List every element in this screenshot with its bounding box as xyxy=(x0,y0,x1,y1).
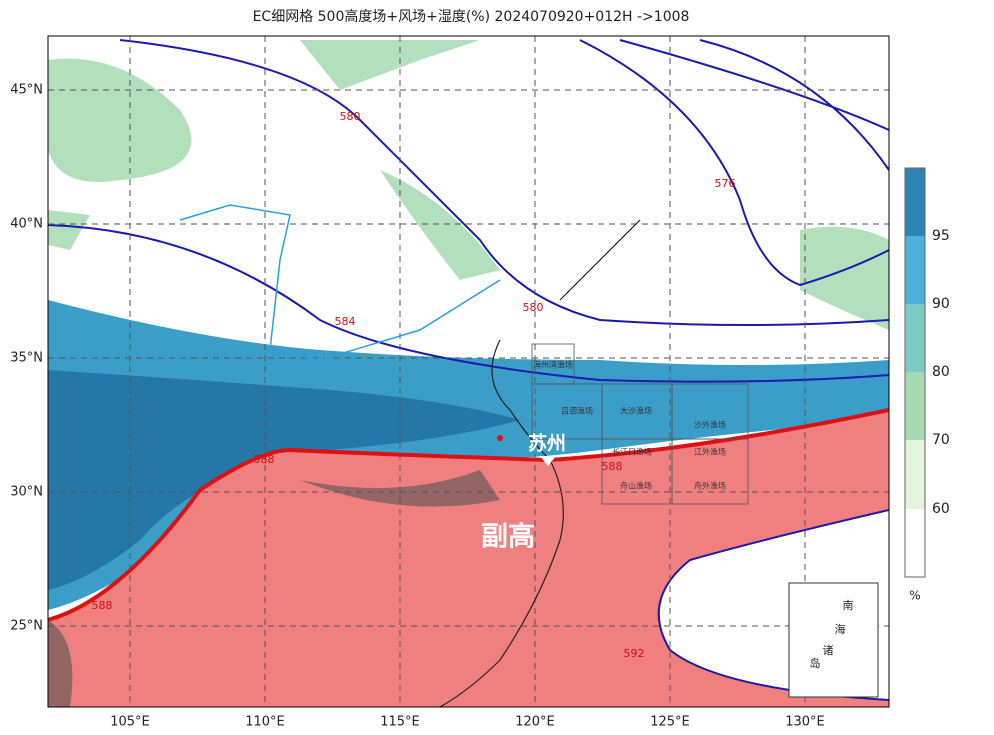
colorbar-segment xyxy=(905,440,925,509)
contour-label: 588 xyxy=(602,460,623,473)
coastline xyxy=(439,219,641,707)
lon-label: 110°E xyxy=(245,715,285,730)
humidity-core xyxy=(48,370,520,590)
map-plot: 580 576 584 580 588 588 588 592 海州湾渔场 吕泗… xyxy=(48,36,889,707)
colorbar-label: 90 xyxy=(932,296,950,312)
map-title: EC细网格 500高度场+风场+湿度(%) 2024070920+012H ->… xyxy=(253,8,690,25)
fishing-label: 长江口渔场 xyxy=(612,447,652,457)
inset-label: 岛 xyxy=(810,656,821,670)
fishing-label: 舟外渔场 xyxy=(694,481,726,491)
colorbar-segment xyxy=(905,236,925,304)
colorbar-label: 80 xyxy=(932,364,950,380)
inset-label: 海 xyxy=(835,622,846,636)
fishing-label: 吕泗渔场 xyxy=(561,406,593,416)
fishing-label: 沙外渔场 xyxy=(694,420,726,430)
high-label: 副高 xyxy=(481,521,535,553)
lat-label: 35°N xyxy=(10,351,43,366)
river xyxy=(179,204,501,361)
humidity-dark xyxy=(48,470,500,707)
humidity-band xyxy=(48,300,889,610)
colorbar-label: 70 xyxy=(932,432,950,448)
fishing-label: 海州湾渔场 xyxy=(533,360,573,370)
lat-label: 30°N xyxy=(10,485,43,500)
contour-label: 580 xyxy=(340,110,361,123)
city-pointer xyxy=(540,456,556,466)
graticule xyxy=(48,36,889,707)
lon-label: 105°E xyxy=(110,715,150,730)
colorbar-segment xyxy=(905,168,925,236)
subtropical-high xyxy=(48,410,889,707)
colorbar-segment xyxy=(905,304,925,372)
contour-label: 584 xyxy=(335,315,356,328)
colorbar-segment xyxy=(905,372,925,440)
inset-box xyxy=(788,582,879,698)
fishing-grid xyxy=(531,343,749,505)
lon-label: 130°E xyxy=(785,715,825,730)
colorbar-label: 60 xyxy=(932,501,950,517)
lon-label: 125°E xyxy=(650,715,690,730)
contour-label: 580 xyxy=(523,301,544,314)
humidity-green xyxy=(48,40,889,330)
lon-label: 120°E xyxy=(515,715,555,730)
plot-frame xyxy=(47,35,890,708)
lat-label: 45°N xyxy=(10,83,43,98)
city-marker xyxy=(497,435,503,441)
lat-labels: 45°N 40°N 35°N 30°N 25°N xyxy=(10,83,43,634)
colorbar-segment xyxy=(905,509,925,577)
colorbar-label: 95 xyxy=(932,228,950,244)
lon-labels: 105°E 110°E 115°E 120°E 125°E 130°E xyxy=(110,715,825,730)
inset-label: 南 xyxy=(843,599,854,612)
inset-label: 诸 xyxy=(823,644,834,657)
fishing-label: 舟山渔场 xyxy=(620,481,652,491)
fishing-label: 江外渔场 xyxy=(694,447,726,457)
lat-label: 25°N xyxy=(10,619,43,634)
contour-label: 588 xyxy=(92,599,113,612)
lat-label: 40°N xyxy=(10,217,43,232)
colorbar-unit: % xyxy=(909,589,920,603)
colorbar-frame xyxy=(904,167,926,578)
colorbar: 95 90 80 70 60 % xyxy=(904,167,950,603)
contour-label: 588 xyxy=(254,453,275,466)
contour-label: 592 xyxy=(624,647,645,660)
contour-588 xyxy=(48,408,889,622)
height-contours xyxy=(48,39,889,701)
contour-labels: 580 576 584 580 588 588 588 592 xyxy=(92,110,736,660)
city-label: 苏州 xyxy=(528,432,566,455)
lon-label: 115°E xyxy=(380,715,420,730)
contour-label: 576 xyxy=(715,177,736,190)
fishing-label: 大沙渔场 xyxy=(620,406,652,416)
